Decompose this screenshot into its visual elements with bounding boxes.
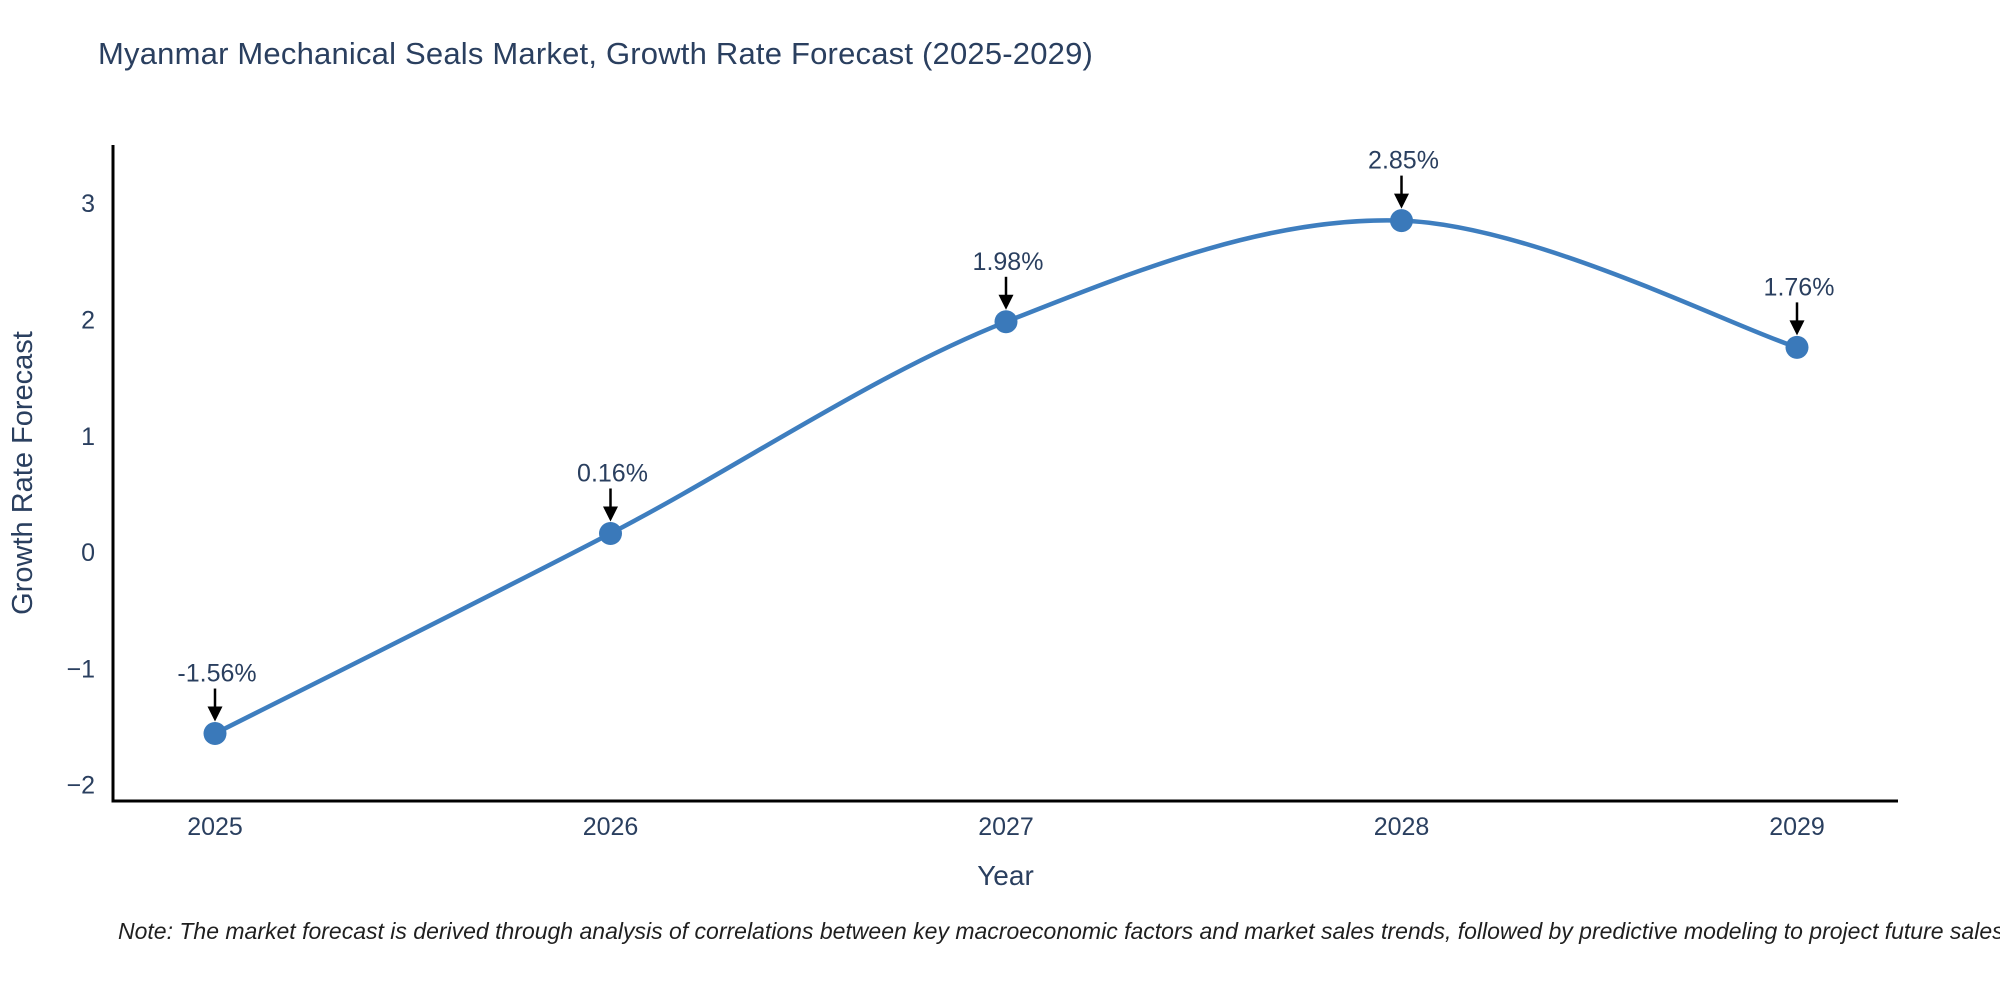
- data-point-marker[interactable]: [994, 310, 1018, 334]
- footnote: Note: The market forecast is derived thr…: [118, 918, 2000, 944]
- x-tick-label: 2029: [1769, 813, 1825, 841]
- data-point-label: 2.85%: [1368, 147, 1439, 175]
- y-tick-label: 1: [81, 423, 95, 451]
- x-tick-label: 2028: [1374, 813, 1430, 841]
- y-tick-label: 0: [81, 539, 95, 567]
- y-axis-title: Growth Rate Forecast: [7, 331, 39, 615]
- data-point-marker[interactable]: [1390, 209, 1413, 233]
- annotation-arrowhead: [998, 294, 1014, 310]
- data-point-label: -1.56%: [177, 660, 256, 688]
- x-tick-label: 2026: [583, 813, 639, 841]
- x-tick-label: 2027: [978, 813, 1034, 841]
- annotation-arrowhead: [1789, 320, 1805, 336]
- y-tick-label: 2: [81, 306, 95, 334]
- data-point-marker[interactable]: [599, 521, 622, 545]
- x-tick-label: 2025: [187, 813, 243, 841]
- annotation-arrowhead: [1394, 193, 1409, 209]
- chart-title: Myanmar Mechanical Seals Market, Growth …: [98, 36, 1094, 71]
- y-tick-label: −1: [66, 655, 95, 683]
- data-point-marker[interactable]: [1785, 335, 1809, 359]
- x-axis-title: Year: [977, 860, 1034, 891]
- data-point-label: 0.16%: [577, 459, 648, 487]
- data-point-marker[interactable]: [203, 722, 227, 746]
- y-tick-label: −2: [66, 772, 95, 800]
- data-point-label: 1.98%: [973, 248, 1044, 276]
- annotation-arrowhead: [603, 506, 618, 522]
- y-tick-label: 3: [81, 190, 95, 218]
- annotation-arrowhead: [207, 706, 223, 722]
- data-point-label: 1.76%: [1764, 273, 1835, 301]
